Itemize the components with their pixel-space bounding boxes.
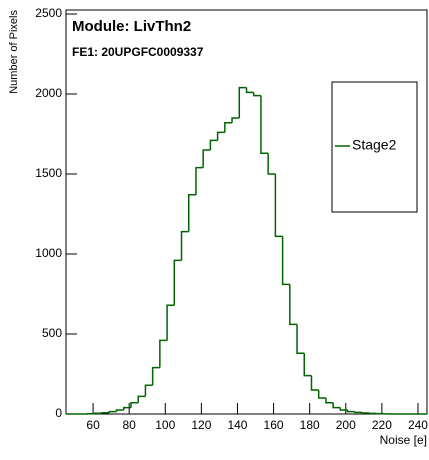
y-tick-label: 1000 [35, 246, 62, 260]
histogram-bin [348, 410, 355, 412]
histogram-bin [196, 168, 203, 195]
histogram-bin [167, 305, 174, 340]
x-tick-label: 80 [122, 418, 136, 432]
histogram-bin [311, 376, 318, 390]
x-tick-label: 180 [300, 418, 320, 432]
histogram-bin [225, 123, 232, 133]
histogram-bin [319, 390, 326, 398]
histogram-bin [153, 368, 160, 386]
histogram-bin [355, 412, 362, 413]
histogram-bin [210, 140, 217, 150]
histogram-bin [182, 232, 189, 261]
legend-label: Stage2 [352, 137, 397, 153]
histogram-bin [189, 195, 196, 232]
histogram-bin [117, 410, 124, 412]
x-axis-title: Noise [e] [380, 433, 427, 447]
histogram-bin [268, 153, 275, 174]
histogram-bin [203, 150, 210, 168]
histogram-bin [297, 324, 304, 353]
histogram-bin [283, 236, 290, 284]
y-tick-label: 500 [42, 326, 62, 340]
x-tick-label: 200 [336, 418, 356, 432]
chart-title: Module: LivThn2 [72, 18, 191, 35]
histogram-bin [326, 398, 333, 403]
y-tick-label: 0 [55, 406, 62, 420]
chart-subtitle: FE1: 20UPGFC0009337 [72, 45, 204, 59]
histogram-bin [239, 88, 246, 118]
histogram-bin [304, 353, 311, 375]
y-axis-title: Number of Pixels [8, 10, 20, 94]
histogram-bin [362, 412, 369, 413]
histogram-bin [124, 408, 131, 410]
histogram-bin [261, 96, 268, 154]
x-tick-label: 140 [227, 418, 247, 432]
histogram-bin [247, 88, 254, 93]
y-tick-label: 2000 [35, 86, 62, 100]
x-tick-label: 220 [372, 418, 392, 432]
histogram-bin [145, 385, 152, 396]
x-tick-label: 240 [408, 418, 428, 432]
x-tick-label: 160 [264, 418, 284, 432]
histogram-bin [340, 408, 347, 410]
histogram-bin [275, 174, 282, 236]
histogram-bin [138, 396, 145, 402]
x-tick-label: 120 [191, 418, 211, 432]
histogram-bin [174, 260, 181, 305]
y-tick-label: 1500 [35, 166, 62, 180]
histogram-bin [109, 412, 116, 413]
histogram-bin [333, 403, 340, 408]
histogram-bin [254, 92, 261, 95]
x-tick-label: 100 [155, 418, 175, 432]
histogram-bin [290, 284, 297, 324]
histogram-bin [232, 118, 239, 123]
y-tick-label: 2500 [35, 6, 62, 20]
histogram-bin [160, 340, 167, 367]
x-tick-label: 60 [86, 418, 100, 432]
histogram-bin [218, 132, 225, 140]
histogram-bin [131, 403, 138, 408]
